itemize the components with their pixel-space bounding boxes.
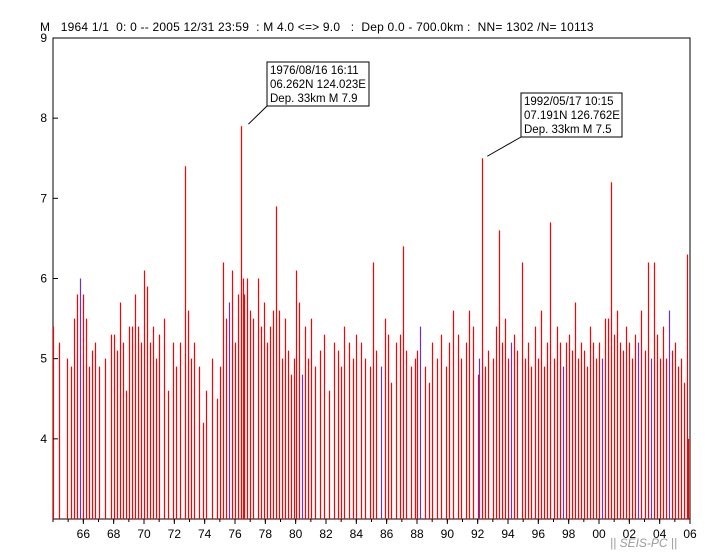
- x-tick-label: 78: [259, 527, 273, 541]
- x-tick-label: 74: [198, 527, 212, 541]
- y-tick-label: 6: [40, 272, 47, 286]
- annotation-line: Dep. 33km M 7.5: [524, 124, 612, 136]
- x-tick-label: 90: [441, 527, 455, 541]
- x-tick-label: 00: [592, 527, 606, 541]
- x-tick-label: 98: [562, 527, 576, 541]
- x-tick-label: 88: [410, 527, 424, 541]
- x-tick-label: 02: [623, 527, 637, 541]
- annotation-box: [520, 92, 623, 138]
- annotation-line: Dep. 33km M 7.9: [270, 93, 358, 105]
- x-tick-label: 72: [168, 527, 182, 541]
- annotations: 1976/08/16 16:11 06.262N 124.023E Dep. 33k…: [248, 61, 623, 157]
- annotation-line: 07.191N 126.762E: [524, 110, 620, 122]
- event-bars: [52, 126, 690, 519]
- y-tick-label: 7: [40, 191, 47, 205]
- x-tick-label: 68: [107, 527, 121, 541]
- x-tick-label: 94: [501, 527, 515, 541]
- x-tick-label: 04: [653, 527, 667, 541]
- event-annotation: 1992/05/17 10:15 07.191N 126.762E Dep. 33k…: [487, 92, 623, 157]
- annotation-line: 1992/05/17 10:15: [524, 96, 614, 108]
- x-tick-label: 96: [532, 527, 546, 541]
- annotation-line: 1976/08/16 16:11: [270, 65, 359, 77]
- annotation-line: 06.262N 124.023E: [270, 79, 366, 91]
- x-tick-label: 76: [228, 527, 242, 541]
- software-credit: || SEIS-PC ||: [610, 536, 678, 550]
- x-tick-label: 70: [137, 527, 151, 541]
- x-tick-label: 06: [683, 527, 697, 541]
- y-tick-label: 9: [40, 31, 47, 45]
- x-tick-label: 66: [77, 527, 91, 541]
- y-tick-label: 8: [40, 111, 47, 125]
- y-tick-label: 5: [40, 352, 47, 366]
- axis-ticks: 66 68 70 72 74 76 78 80 82 84 86 88 90 92 94 96 98 00 02 04…: [40, 31, 697, 541]
- x-tick-label: 82: [319, 527, 333, 541]
- chart-header: M 1964 1/1 0: 0 -- 2005 12/31 23:59 : M …: [40, 20, 594, 34]
- x-tick-label: 80: [289, 527, 303, 541]
- x-tick-label: 92: [471, 527, 485, 541]
- y-tick-label: 4: [40, 432, 47, 446]
- x-tick-label: 84: [350, 527, 364, 541]
- x-tick-label: 86: [380, 527, 394, 541]
- event-annotation: 1976/08/16 16:11 06.262N 124.023E Dep. 33k…: [248, 61, 370, 125]
- annotation-box: [266, 61, 370, 107]
- annotation-leader: [248, 105, 268, 125]
- annotation-leader: [487, 136, 522, 157]
